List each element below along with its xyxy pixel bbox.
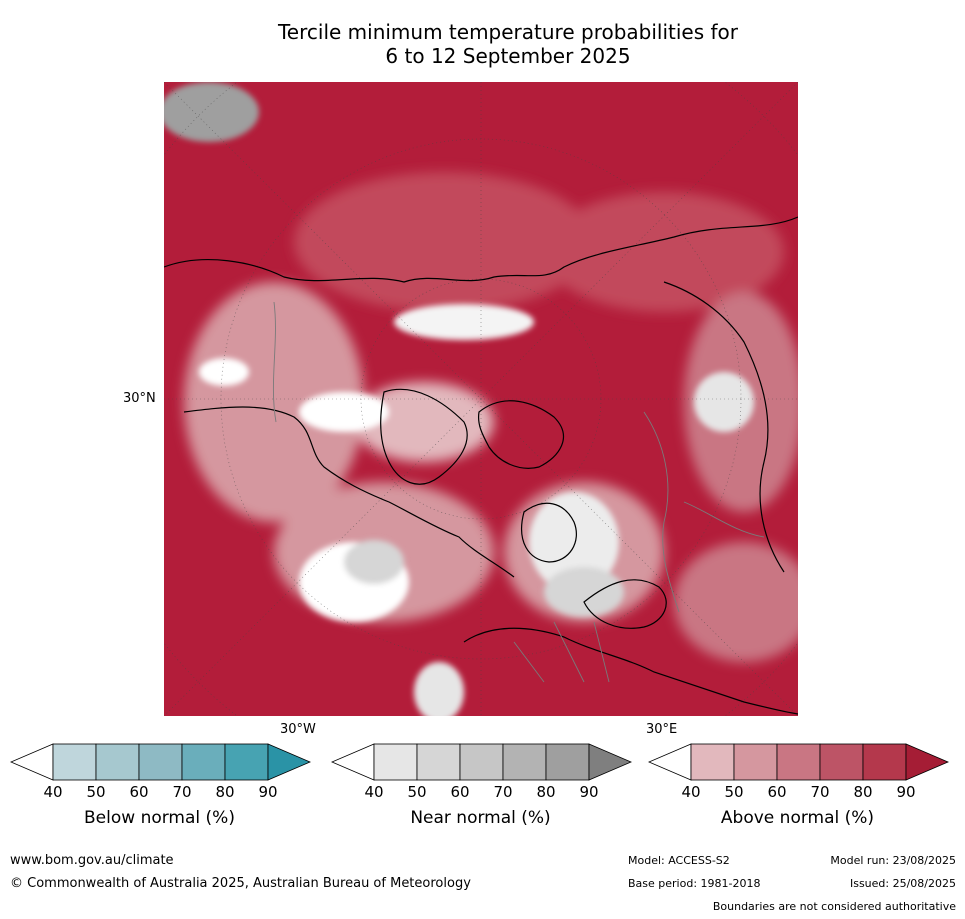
graticule [164,82,798,716]
colorbar-below-tick: 50 [86,783,106,801]
colorbar-near-tick: 60 [450,783,470,801]
colorbar-near-segment [416,743,461,781]
colorbar-above-segment [819,743,864,781]
colorbar-above-segment [690,743,735,781]
colorbar-above-tick: 80 [853,783,873,801]
map-title: Tercile minimum temperature probabilitie… [158,20,858,68]
colorbar-near [331,743,632,781]
colorbar-near-tick: 40 [364,783,384,801]
colorbar-above [648,743,949,781]
base-period-text: Base period: 1981-2018 [628,877,761,890]
colorbar-below-segment [138,743,183,781]
colorbar-below-under [10,743,54,781]
colorbar-above-segment [733,743,778,781]
colorbar-near-segment [373,743,418,781]
colorbar-above-segment [862,743,907,781]
colorbar-below-tick: 80 [215,783,235,801]
colorbar-below-tick: 40 [43,783,63,801]
colorbar-above-tick: 70 [810,783,830,801]
colorbar-near-tick: 50 [407,783,427,801]
colorbar-near-under [331,743,375,781]
colorbar-below-segment [224,743,269,781]
model-text: Model: ACCESS-S2 [628,854,730,867]
colorbar-near-segment [545,743,590,781]
latitude-label: 30°N [123,391,156,406]
colorbar-below-tick: 90 [258,783,278,801]
colorbar-near-tick: 90 [579,783,599,801]
website-link[interactable]: www.bom.gov.au/climate [10,853,174,868]
colorbar-below-title: Below normal (%) [84,808,235,828]
probability-map [164,82,798,716]
title-line-2: 6 to 12 September 2025 [385,44,631,68]
longitude-label-east: 30°E [646,722,678,737]
model-run-text: Model run: 23/08/2025 [830,854,956,867]
colorbar-below-segment [52,743,97,781]
issued-text: Issued: 25/08/2025 [849,877,956,890]
map-svg [164,82,798,716]
disclaimer-text: Boundaries are not considered authoritat… [712,900,956,913]
colorbar-below-tick: 70 [172,783,192,801]
coastlines [164,216,798,715]
colorbar-near-tick: 70 [493,783,513,801]
colorbar-above-segment [776,743,821,781]
colorbar-above-tick: 50 [724,783,744,801]
colorbar-above-under [648,743,692,781]
colorbar-above-over [905,743,949,781]
colorbar-above-title: Above normal (%) [720,808,875,828]
colorbar-near-segment [459,743,504,781]
colorbar-above-tick: 60 [767,783,787,801]
colorbar-near-over [588,743,632,781]
colorbar-below-segment [95,743,140,781]
colorbar-near-title: Near normal (%) [410,808,551,828]
colorbar-near-tick: 80 [536,783,556,801]
colorbar-below-tick: 60 [129,783,149,801]
colorbar-above-tick: 90 [896,783,916,801]
boundaries [272,301,765,683]
colorbar-near-segment [502,743,547,781]
colorbar-above-tick: 40 [681,783,701,801]
colorbar-below [10,743,311,781]
longitude-label-west: 30°W [280,722,316,737]
colorbar-below-over [267,743,311,781]
colorbar-below-segment [181,743,226,781]
near-normal-regions [164,82,754,716]
copyright-text: © Commonwealth of Australia 2025, Austra… [10,876,471,891]
title-line-1: Tercile minimum temperature probabilitie… [277,20,739,44]
above-normal-moderate [184,172,798,662]
